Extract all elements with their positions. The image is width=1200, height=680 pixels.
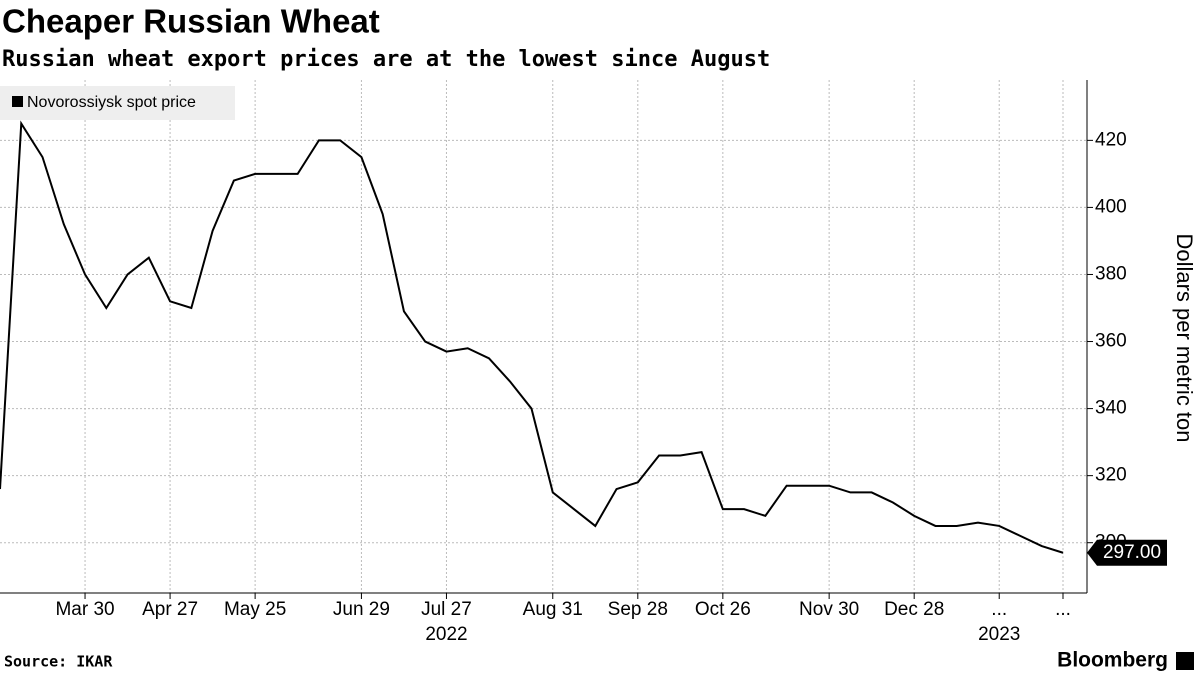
x-tick-label: Aug 31 bbox=[523, 599, 583, 620]
y-tick-label: 420 bbox=[1095, 129, 1127, 150]
x-tick-label: Nov 30 bbox=[799, 599, 859, 620]
x-tick-label: Jul 27 bbox=[421, 599, 472, 620]
x-tick-label: ... bbox=[991, 599, 1007, 620]
year-label: 2023 bbox=[978, 624, 1020, 645]
y-axis-label: Dollars per metric ton bbox=[1172, 233, 1197, 442]
y-tick-label: 320 bbox=[1095, 465, 1127, 486]
x-tick-label: Jun 29 bbox=[333, 599, 390, 620]
legend-label: Novorossiysk spot price bbox=[27, 94, 196, 111]
legend-swatch bbox=[12, 96, 23, 107]
y-tick-label: 400 bbox=[1095, 196, 1127, 217]
chart-title: Cheaper Russian Wheat bbox=[2, 3, 380, 40]
y-tick-label: 340 bbox=[1095, 398, 1127, 419]
legend-box bbox=[0, 86, 235, 120]
x-tick-label: May 25 bbox=[224, 599, 286, 620]
year-label: 2022 bbox=[425, 624, 467, 645]
line bbox=[0, 120, 1064, 554]
x-tick-label: Mar 30 bbox=[55, 599, 114, 620]
brand: Bloomberg bbox=[1057, 649, 1168, 672]
last-value-box bbox=[1087, 539, 1167, 566]
y-tick-label: 380 bbox=[1095, 263, 1127, 284]
x-tick-label: Apr 27 bbox=[142, 599, 198, 620]
x-tick-label: Dec 28 bbox=[884, 599, 944, 620]
source: Source: IKAR bbox=[4, 653, 113, 671]
y-tick-label: 360 bbox=[1095, 331, 1127, 352]
last-value-label: 297.00 bbox=[1103, 542, 1161, 563]
x-tick-label: Oct 26 bbox=[695, 599, 751, 620]
brand-icon bbox=[1176, 652, 1194, 670]
x-tick-label: ... bbox=[1055, 599, 1071, 620]
x-tick-label: Sep 28 bbox=[608, 599, 668, 620]
chart-subtitle: Russian wheat export prices are at the l… bbox=[2, 47, 770, 72]
